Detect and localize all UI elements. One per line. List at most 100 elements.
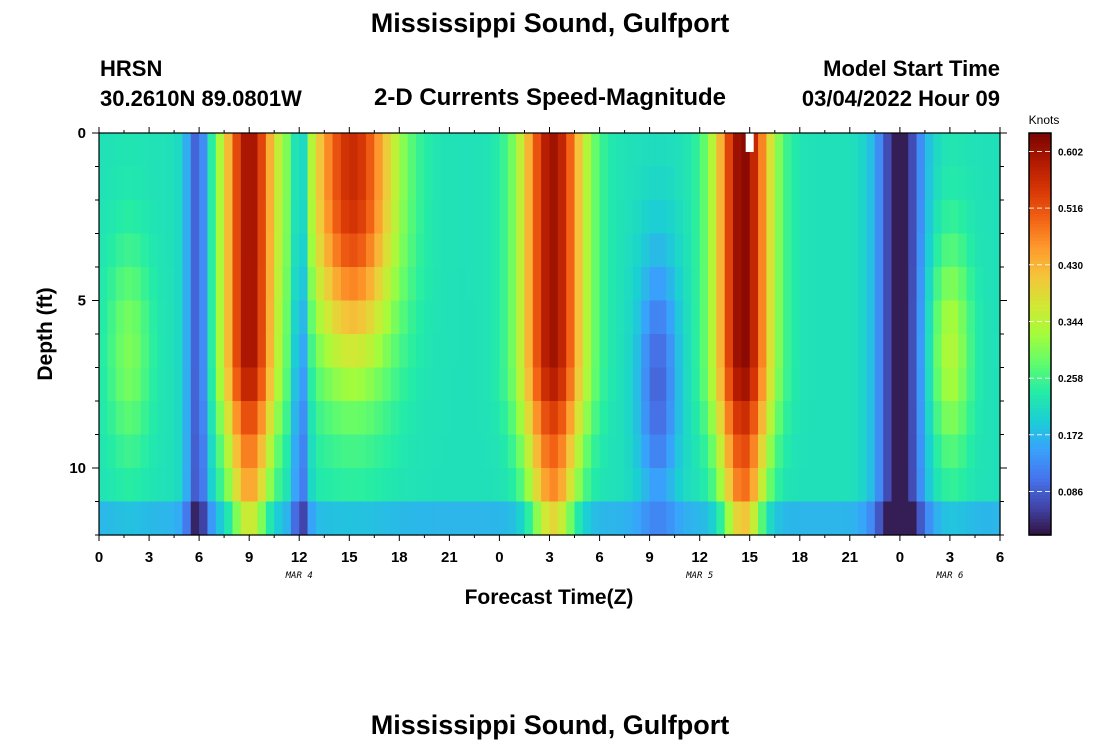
heatmap-cell	[883, 468, 893, 503]
heatmap-cell	[516, 468, 526, 503]
heatmap-cell	[432, 166, 442, 201]
heatmap-cell	[99, 401, 108, 436]
heatmap-cell	[240, 233, 250, 268]
heatmap-cell	[132, 334, 142, 369]
heatmap-cell	[541, 334, 551, 369]
heatmap-cell	[758, 501, 767, 536]
heatmap-cell	[766, 434, 776, 469]
x-tick-label: 0	[95, 549, 103, 566]
heatmap-cell	[983, 334, 993, 369]
colorbar-swatch	[1029, 444, 1051, 449]
heatmap-cell	[616, 367, 626, 402]
heatmap-cell	[324, 434, 334, 469]
colorbar-swatch	[1029, 146, 1051, 151]
heatmap-cell	[524, 501, 534, 536]
heatmap-cell	[115, 367, 125, 402]
heatmap-cell	[574, 133, 584, 168]
heatmap-cell	[182, 468, 192, 503]
heatmap-cell	[416, 468, 425, 503]
heatmap-cell	[457, 434, 467, 469]
current-time-marker	[745, 133, 754, 152]
heatmap-cell	[215, 267, 225, 302]
heatmap-cell	[574, 468, 584, 503]
heatmap-cell	[674, 233, 684, 268]
heatmap-cell	[224, 200, 234, 235]
x-tick-label: 6	[996, 549, 1004, 566]
heatmap-cell	[416, 334, 425, 369]
heatmap-cell	[315, 200, 325, 235]
heatmap-cell	[165, 233, 175, 268]
heatmap-cell	[966, 233, 976, 268]
heatmap-cell	[365, 233, 375, 268]
heatmap-cell	[549, 501, 559, 536]
heatmap-cell	[624, 434, 634, 469]
heatmap-cell	[290, 468, 300, 503]
heatmap-cell	[783, 166, 793, 201]
heatmap-cell	[716, 133, 726, 168]
heatmap-cell	[199, 367, 209, 402]
heatmap-cell	[933, 233, 943, 268]
heatmap-cell	[908, 401, 918, 436]
heatmap-cell	[482, 468, 492, 503]
heatmap-cell	[607, 133, 617, 168]
heatmap-cell	[641, 133, 651, 168]
heatmap-cell	[891, 166, 901, 201]
heatmap-cell	[824, 501, 834, 536]
heatmap-cell	[824, 267, 834, 302]
heatmap-cell	[140, 501, 150, 536]
heatmap-cell	[724, 401, 734, 436]
heatmap-cell	[908, 501, 918, 536]
heatmap-cell	[949, 434, 959, 469]
heatmap-cell	[616, 501, 626, 536]
heatmap-cell	[182, 166, 192, 201]
heatmap-cell	[249, 233, 259, 268]
heatmap-cell	[824, 200, 834, 235]
heatmap-cell	[274, 367, 284, 402]
colorbar-swatch	[1029, 488, 1051, 493]
heatmap-cell	[908, 200, 918, 235]
heatmap-cell	[399, 300, 409, 335]
heatmap-cell	[858, 367, 868, 402]
heatmap-cell	[674, 267, 684, 302]
heatmap-cell	[232, 233, 242, 268]
heatmap-cell	[449, 300, 459, 335]
heatmap-cell	[924, 434, 934, 469]
heatmap-cell	[432, 367, 442, 402]
heatmap-cell	[649, 401, 659, 436]
colorbar-swatch	[1029, 193, 1051, 198]
heatmap-cell	[966, 133, 976, 168]
colorbar-swatch	[1029, 464, 1051, 469]
heatmap-cell	[466, 200, 476, 235]
heatmap-cell	[849, 468, 859, 503]
heatmap-cell	[190, 401, 200, 436]
heatmap-cell	[824, 434, 834, 469]
heatmap-cell	[491, 200, 501, 235]
heatmap-cell	[657, 468, 667, 503]
heatmap-cell	[674, 300, 684, 335]
heatmap-cell	[716, 267, 726, 302]
heatmap-cell	[249, 133, 259, 168]
heatmap-cell	[332, 468, 342, 503]
colorbar-swatch	[1029, 226, 1051, 231]
heatmap-cell	[958, 166, 968, 201]
heatmap-cell	[616, 401, 626, 436]
heatmap-cell	[958, 468, 968, 503]
heatmap-cell	[841, 300, 851, 335]
heatmap-cell	[124, 401, 133, 436]
heatmap-cell	[265, 434, 275, 469]
heatmap-cell	[774, 501, 784, 536]
heatmap-cell	[974, 401, 984, 436]
heatmap-cell	[974, 133, 984, 168]
heatmap-cell	[249, 300, 259, 335]
heatmap-cell	[991, 267, 1001, 302]
heatmap-cell	[983, 166, 993, 201]
heatmap-cell	[816, 233, 826, 268]
colorbar-swatch	[1029, 377, 1051, 382]
heatmap-cell	[524, 468, 534, 503]
heatmap-cell	[357, 133, 367, 168]
heatmap-cell	[274, 267, 284, 302]
heatmap-cell	[808, 468, 818, 503]
heatmap-cell	[324, 200, 334, 235]
heatmap-cell	[682, 300, 692, 335]
heatmap-cell	[883, 267, 893, 302]
